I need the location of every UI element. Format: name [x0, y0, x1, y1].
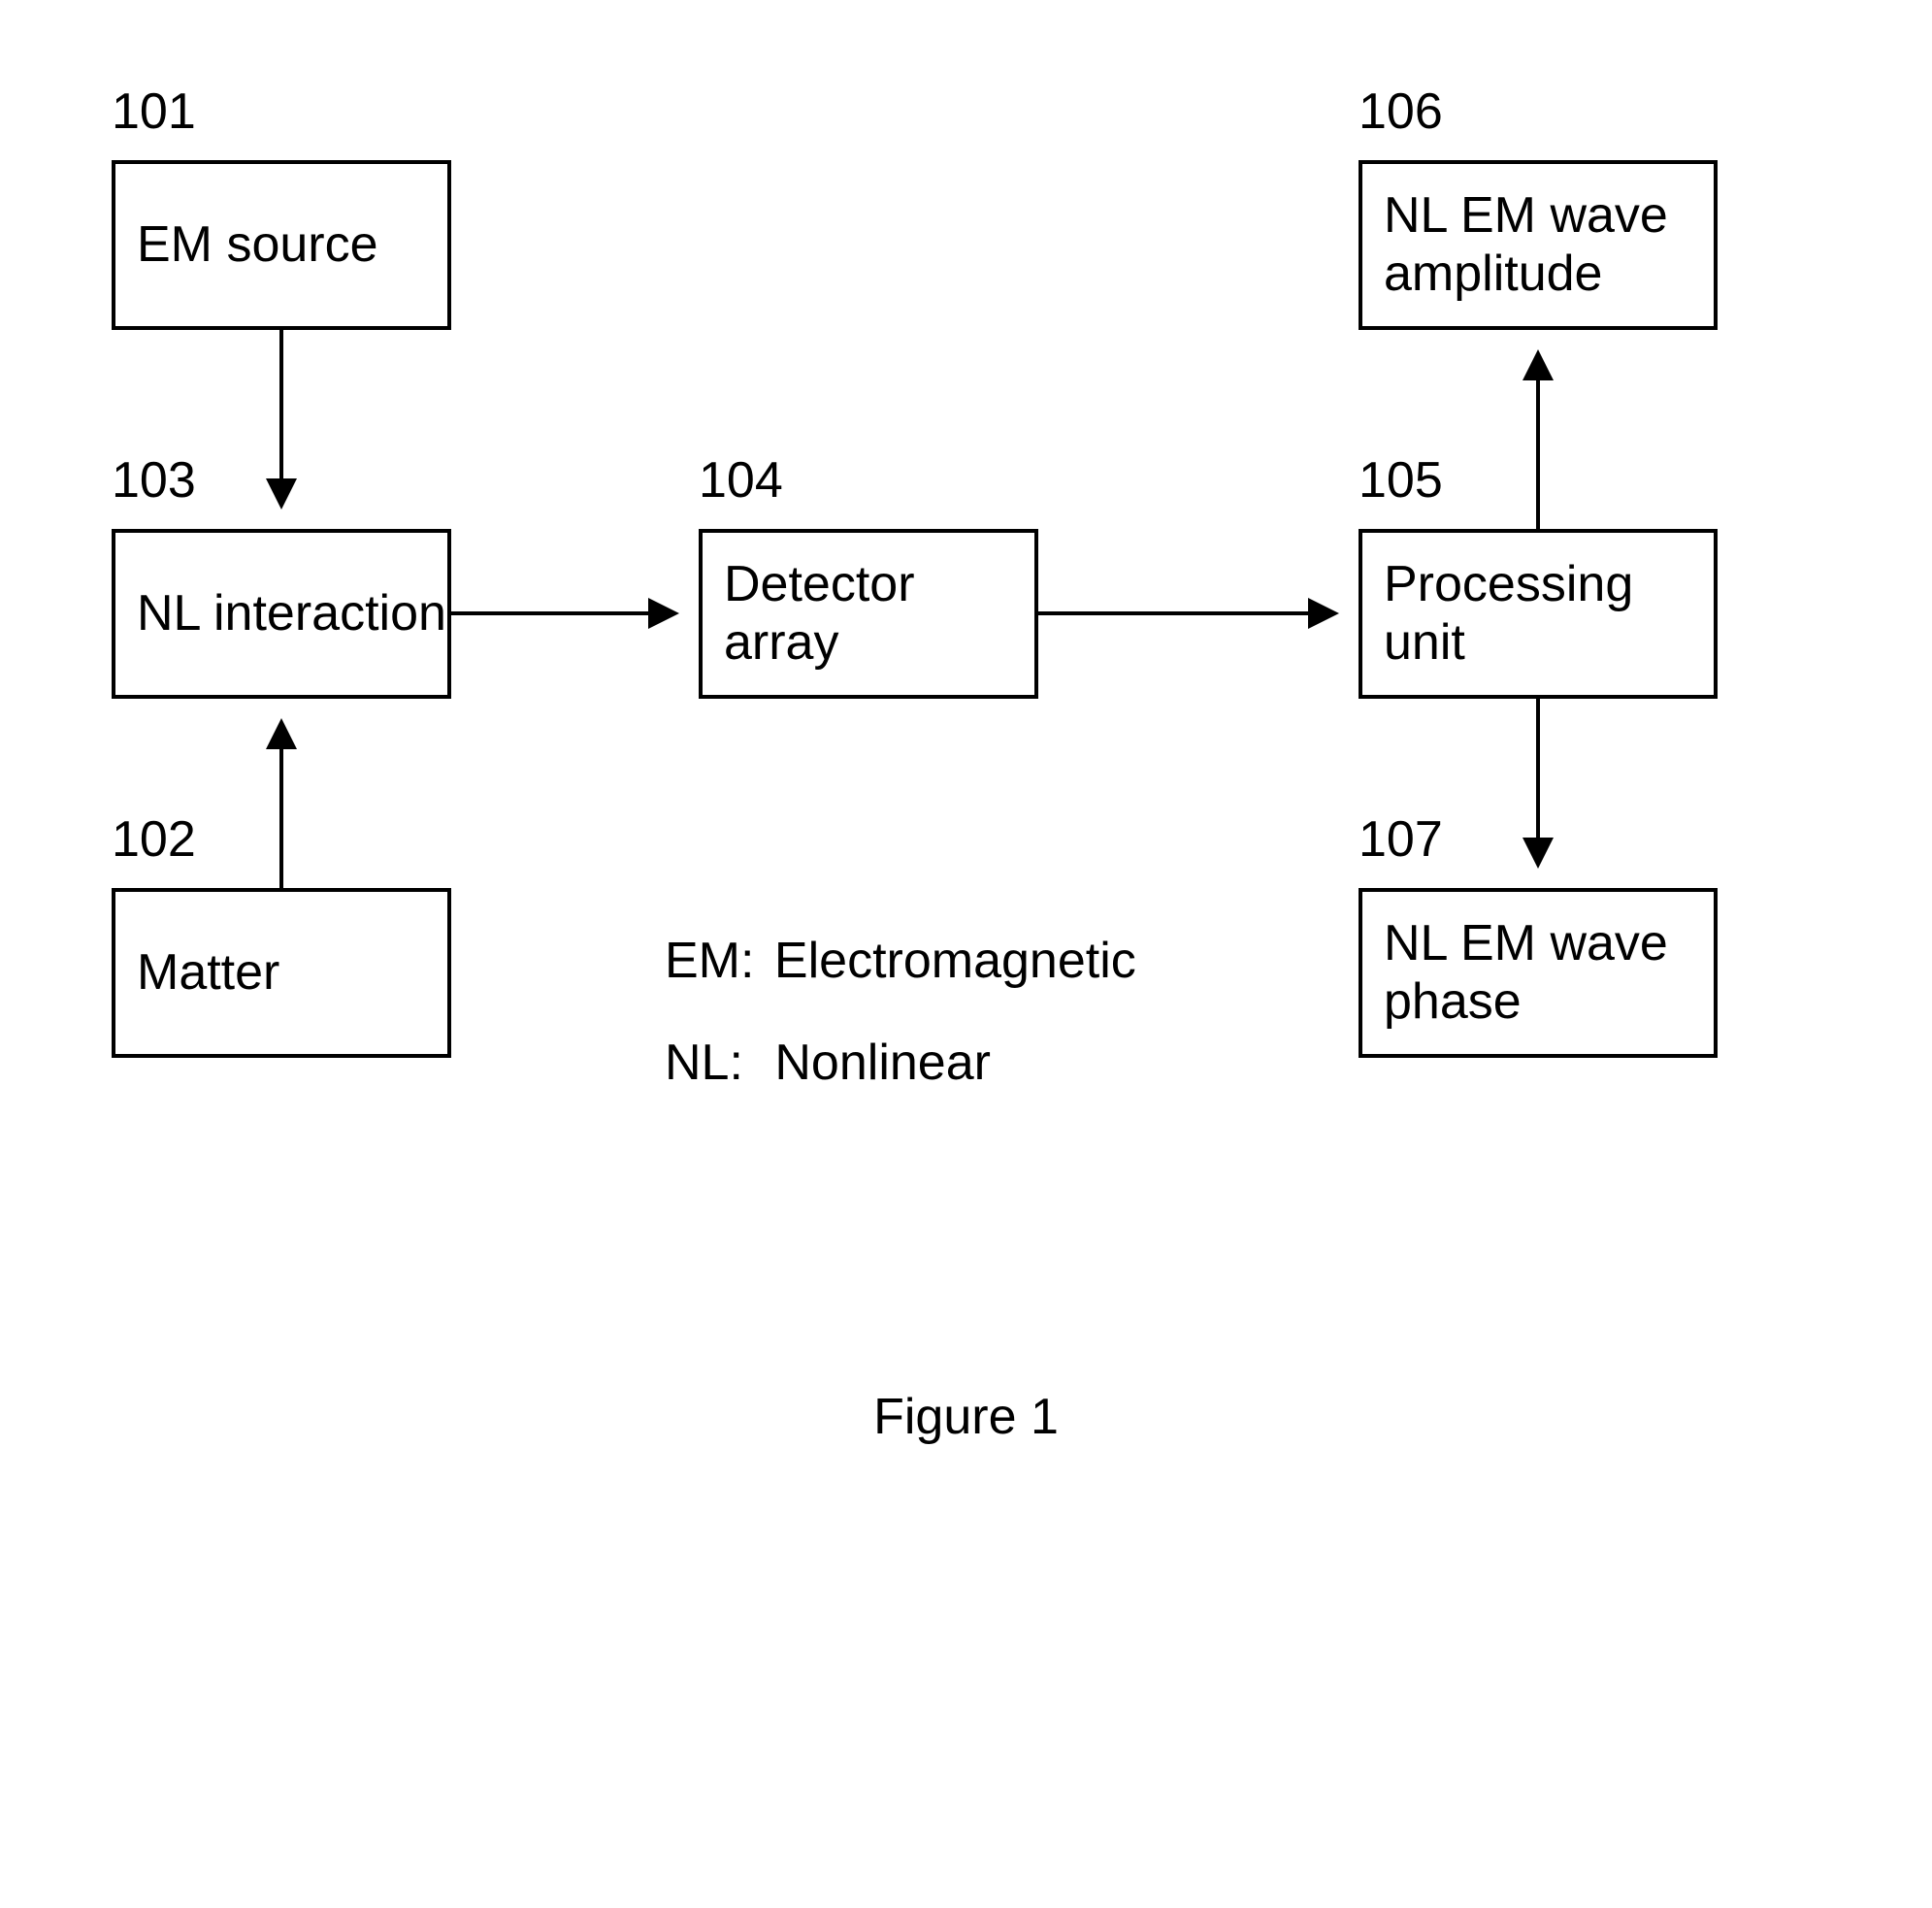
node-detector-array: Detector array	[699, 529, 1038, 699]
node-nl-em-wave-amplitude: NL EM wave amplitude	[1359, 160, 1718, 330]
legend-term: Electromagnetic	[774, 933, 1136, 989]
node-text: NL EM wave phase	[1384, 915, 1714, 1032]
node-matter: Matter	[112, 888, 451, 1058]
node-text: Matter	[137, 944, 279, 1003]
legend-abbr: NL:	[665, 1035, 743, 1091]
node-text: EM source	[137, 216, 378, 275]
node-processing-unit: Processing unit	[1359, 529, 1718, 699]
node-id-104: 104	[699, 451, 783, 510]
node-id-102: 102	[112, 810, 196, 869]
node-text: NL EM wave amplitude	[1384, 187, 1714, 304]
node-nl-interaction: NL interaction	[112, 529, 451, 699]
node-id-106: 106	[1359, 82, 1443, 141]
node-em-source: EM source	[112, 160, 451, 330]
node-id-107: 107	[1359, 810, 1443, 869]
legend-em: EM: Electromagnetic	[665, 932, 1136, 990]
node-nl-em-wave-phase: NL EM wave phase	[1359, 888, 1718, 1058]
node-text: NL interaction	[137, 585, 446, 643]
node-id-101: 101	[112, 82, 196, 141]
legend-term: Nonlinear	[774, 1035, 991, 1091]
legend-abbr: EM:	[665, 933, 754, 989]
node-text: Processing unit	[1384, 556, 1714, 673]
figure-canvas: 101 102 103 104 105 106 107 EM source Ma…	[0, 0, 1932, 1908]
node-id-103: 103	[112, 451, 196, 510]
legend-nl: NL: Nonlinear	[665, 1034, 991, 1092]
node-text: Detector array	[724, 556, 1034, 673]
node-id-105: 105	[1359, 451, 1443, 510]
figure-caption: Figure 1	[0, 1388, 1932, 1446]
